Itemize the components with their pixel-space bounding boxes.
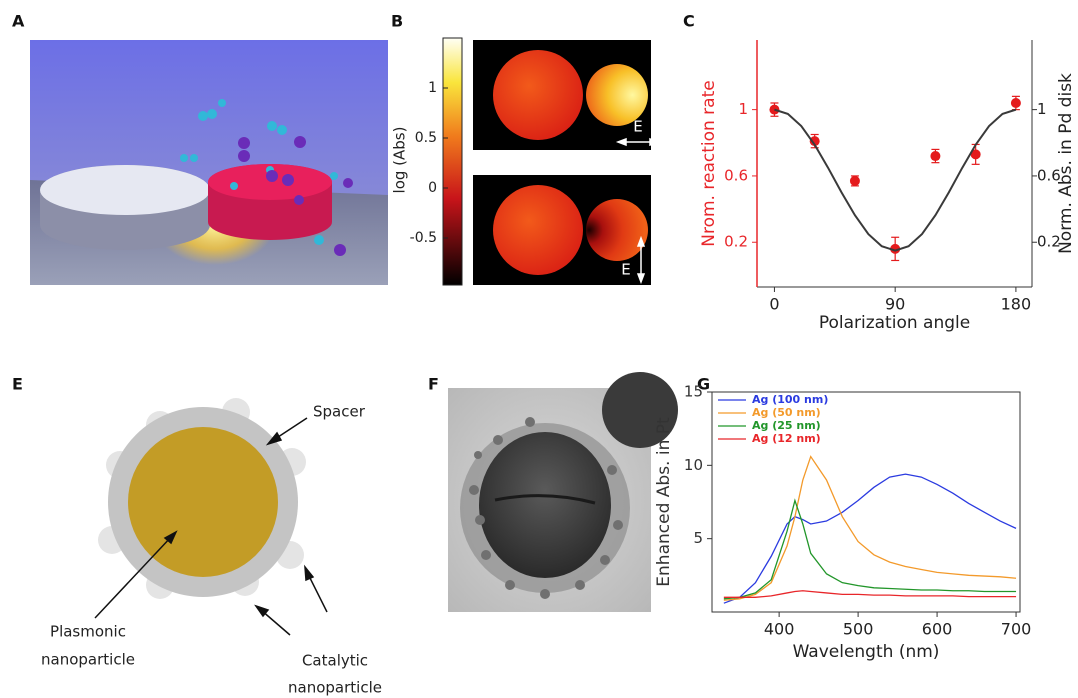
panel-a-render xyxy=(30,40,388,285)
panel-label: C xyxy=(683,12,695,31)
legend-label: Ag (12 nm) xyxy=(752,432,821,445)
x-tick-label: 500 xyxy=(843,620,874,639)
y2-axis-label: Norm. Abs. in Pd disk xyxy=(1056,73,1076,254)
figure: A B C E F G log (Abs) E E Spacer Plasmon… xyxy=(0,0,1078,698)
field-label: E xyxy=(621,261,630,279)
x-tick-label: 600 xyxy=(922,620,953,639)
y-axis-label: Enhanced Abs. in Pt xyxy=(654,417,674,587)
series-line xyxy=(724,457,1016,601)
series-line xyxy=(774,110,1015,251)
series-line xyxy=(724,474,1016,603)
legend-label: Ag (25 nm) xyxy=(752,419,821,432)
series-line xyxy=(724,501,1016,599)
panel-label: E xyxy=(12,375,23,394)
panel-label: B xyxy=(391,12,403,31)
x-tick-label: 400 xyxy=(764,620,795,639)
x-tick-label: 90 xyxy=(885,295,905,314)
field-label: E xyxy=(633,118,642,136)
colorbar-label: log (Abs) xyxy=(391,127,409,194)
colorbar-tick-label: 0.5 xyxy=(415,130,437,146)
legend-label: Ag (50 nm) xyxy=(752,406,821,419)
label-catalytic: Catalytic xyxy=(302,652,368,670)
x-tick-label: 0 xyxy=(769,295,779,314)
label-catalytic: nanoparticle xyxy=(288,679,382,697)
panel-e-diagram xyxy=(95,398,327,635)
data-point xyxy=(850,176,860,186)
label-plasmonic: nanoparticle xyxy=(41,651,135,669)
label-spacer: Spacer xyxy=(313,403,366,421)
x-tick-label: 700 xyxy=(1001,620,1032,639)
data-point xyxy=(930,151,940,161)
series-line xyxy=(724,591,1016,598)
y-axis-label: Nrom. reaction rate xyxy=(699,80,719,246)
panel-f-image xyxy=(448,372,678,612)
panel-label: F xyxy=(428,375,439,394)
data-point xyxy=(1011,98,1021,108)
y-tick-label: 1 xyxy=(738,100,748,118)
y-tick-label: 15 xyxy=(684,383,703,401)
legend-label: Ag (100 nm) xyxy=(752,393,828,406)
y2-tick-label: 1 xyxy=(1037,100,1047,118)
colorbar-tick-label: 1 xyxy=(428,80,437,96)
x-axis-label: Wavelength (nm) xyxy=(793,642,940,662)
y-tick-label: 5 xyxy=(693,529,703,547)
x-tick-label: 180 xyxy=(1001,295,1032,314)
panel-b-maps xyxy=(443,38,658,285)
panel-label: A xyxy=(12,12,25,31)
y-tick-label: 0.6 xyxy=(724,166,748,184)
colorbar-tick-label: -0.5 xyxy=(410,230,437,246)
y-tick-label: 10 xyxy=(684,456,703,474)
y-tick-label: 0.2 xyxy=(724,233,748,251)
colorbar-tick-label: 0 xyxy=(428,180,437,196)
label-plasmonic: Plasmonic xyxy=(50,623,126,641)
x-axis-label: Polarization angle xyxy=(819,313,970,333)
